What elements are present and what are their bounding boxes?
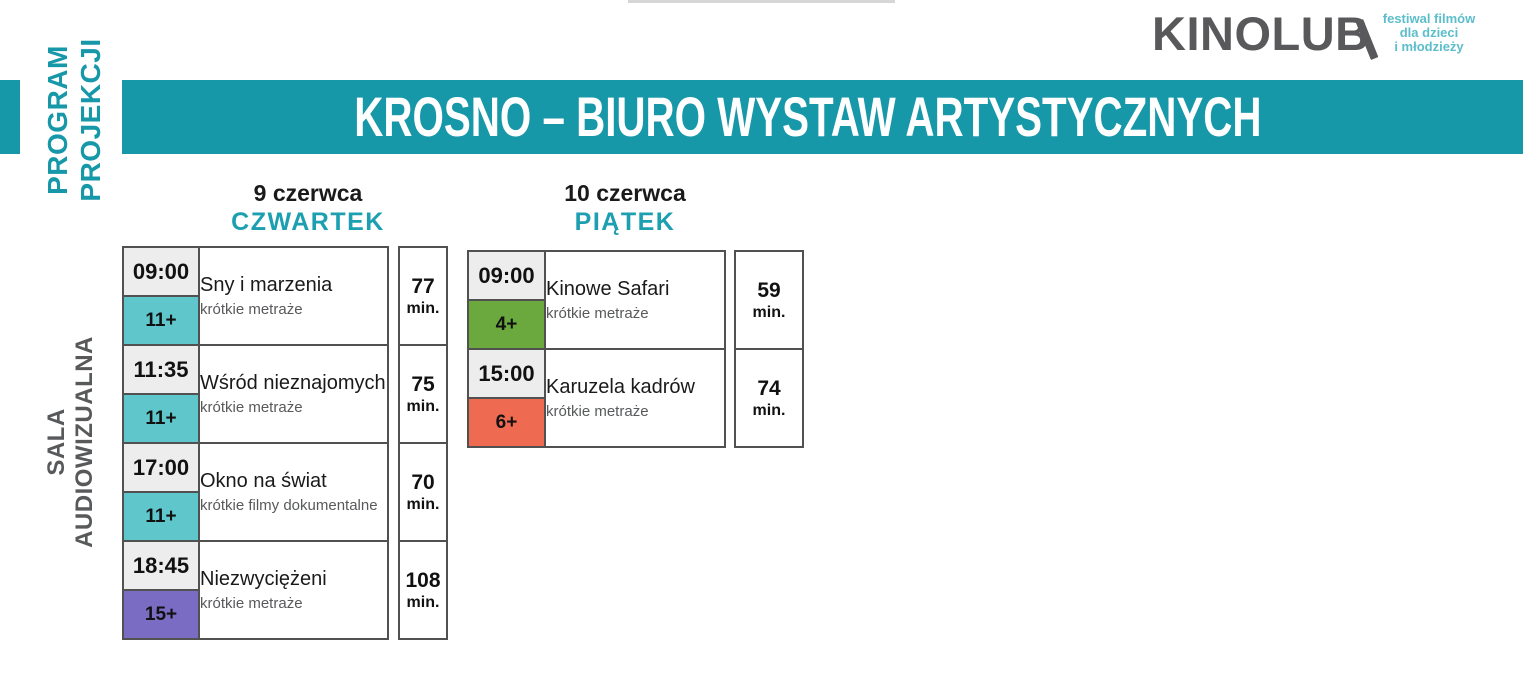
session-title-cell: Okno na świat krótkie filmy dokumentalne xyxy=(198,442,389,542)
session-title-cell: Wśród nieznajomych krótkie metraże xyxy=(198,344,389,444)
day-weekday: CZWARTEK xyxy=(231,208,385,236)
session-time: 17:00 xyxy=(122,442,200,493)
film-subtitle: krótkie filmy dokumentalne xyxy=(200,497,378,514)
duration-value: 77 xyxy=(411,274,435,298)
age-rating-badge: 11+ xyxy=(122,491,200,542)
duration-value: 74 xyxy=(757,376,781,400)
schedule-table: 09:00 Kinowe Safari krótkie metraże 59 m… xyxy=(467,250,804,448)
session-duration-cell: 75 min. xyxy=(398,344,448,444)
session-duration-cell: 77 min. xyxy=(398,246,448,346)
session-row: 11:35 Wśród nieznajomych krótkie metraże… xyxy=(122,344,448,444)
column-gap xyxy=(388,443,399,541)
session-time: 09:00 xyxy=(122,246,200,297)
duration-value: 75 xyxy=(411,372,435,396)
left-accent-bar xyxy=(0,80,20,154)
session-title-cell: Niezwyciężeni krótkie metraże xyxy=(198,540,389,640)
age-rating-badge: 11+ xyxy=(122,295,200,346)
day-header: 9 czerwca CZWARTEK xyxy=(158,180,458,236)
session-title-cell: Kinowe Safari krótkie metraże xyxy=(544,250,726,350)
duration-unit: min. xyxy=(406,299,440,317)
age-rating-badge: 11+ xyxy=(122,393,200,444)
session-time: 11:35 xyxy=(122,344,200,395)
film-subtitle: krótkie metraże xyxy=(200,399,303,416)
session-duration-cell: 70 min. xyxy=(398,442,448,542)
film-title: Wśród nieznajomych xyxy=(200,372,386,394)
top-edge-strip xyxy=(628,0,895,3)
film-title: Sny i marzenia xyxy=(200,274,333,296)
session-row: 09:00 Kinowe Safari krótkie metraże 59 m… xyxy=(467,250,804,350)
day-date: 9 czerwca xyxy=(253,180,363,206)
tagline-line-2: dla dzieci xyxy=(1399,25,1459,40)
age-rating-badge: 6+ xyxy=(467,397,546,448)
age-rating-badge: 15+ xyxy=(122,589,200,640)
duration-unit: min. xyxy=(752,401,786,419)
program-projekcji-label: PROGRAM PROJEKCJI xyxy=(41,30,107,210)
room-label: SALA AUDIOWIZUALNA xyxy=(43,336,98,548)
logo-tagline: festiwal filmów dla dzieci i młodzieży xyxy=(1381,12,1477,54)
duration-unit: min. xyxy=(406,495,440,513)
day-column: 10 czerwca PIĄTEK 09:00 Kinowe Safari kr… xyxy=(467,180,804,448)
duration-unit: min. xyxy=(752,303,786,321)
duration-unit: min. xyxy=(406,397,440,415)
day-weekday: PIĄTEK xyxy=(574,208,676,236)
day-column: 9 czerwca CZWARTEK 09:00 Sny i marzenia … xyxy=(122,180,448,640)
session-row: 17:00 Okno na świat krótkie filmy dokume… xyxy=(122,442,448,542)
film-subtitle: krótkie metraże xyxy=(546,305,649,322)
venue-header-band: KROSNO – BIURO WYSTAW ARTYSTYCZNYCH xyxy=(122,80,1523,154)
tagline-line-1: festiwal filmów xyxy=(1382,11,1476,26)
venue-title: KROSNO – BIURO WYSTAW ARTYSTYCZNYCH xyxy=(354,85,1262,148)
film-title: Niezwyciężeni xyxy=(200,568,327,590)
film-subtitle: krótkie metraże xyxy=(200,301,303,318)
tagline-line-3: i młodzieży xyxy=(1394,39,1464,54)
age-rating-badge: 4+ xyxy=(467,299,546,350)
film-subtitle: krótkie metraże xyxy=(546,403,649,420)
column-gap xyxy=(725,251,735,349)
session-title-cell: Karuzela kadrów krótkie metraże xyxy=(544,348,726,448)
session-time: 15:00 xyxy=(467,348,546,399)
day-date: 10 czerwca xyxy=(564,180,686,206)
session-duration-cell: 74 min. xyxy=(734,348,804,448)
session-time: 18:45 xyxy=(122,540,200,591)
session-row: 18:45 Niezwyciężeni krótkie metraże 108 … xyxy=(122,540,448,640)
session-duration-cell: 59 min. xyxy=(734,250,804,350)
program-label-line1: PROGRAM xyxy=(42,45,73,195)
duration-value: 108 xyxy=(405,568,441,592)
program-label-line2: PROJEKCJI xyxy=(75,38,106,202)
day-header: 10 czerwca PIĄTEK xyxy=(475,180,775,236)
film-title: Kinowe Safari xyxy=(546,278,670,300)
schedule-table: 09:00 Sny i marzenia krótkie metraże 77 … xyxy=(122,246,448,640)
duration-unit: min. xyxy=(406,593,440,611)
column-gap xyxy=(388,541,399,639)
column-gap xyxy=(388,247,399,345)
session-row: 15:00 Karuzela kadrów krótkie metraże 74… xyxy=(467,348,804,448)
film-title: Karuzela kadrów xyxy=(546,376,695,398)
duration-value: 70 xyxy=(411,470,435,494)
column-gap xyxy=(725,349,735,447)
session-duration-cell: 108 min. xyxy=(398,540,448,640)
kinolub-logo: KINOLUB xyxy=(1152,7,1370,60)
session-title-cell: Sny i marzenia krótkie metraże xyxy=(198,246,389,346)
session-time: 09:00 xyxy=(467,250,546,301)
film-title: Okno na świat xyxy=(200,470,327,492)
session-row: 09:00 Sny i marzenia krótkie metraże 77 … xyxy=(122,246,448,346)
film-subtitle: krótkie metraże xyxy=(200,595,303,612)
column-gap xyxy=(388,345,399,443)
duration-value: 59 xyxy=(757,278,781,302)
